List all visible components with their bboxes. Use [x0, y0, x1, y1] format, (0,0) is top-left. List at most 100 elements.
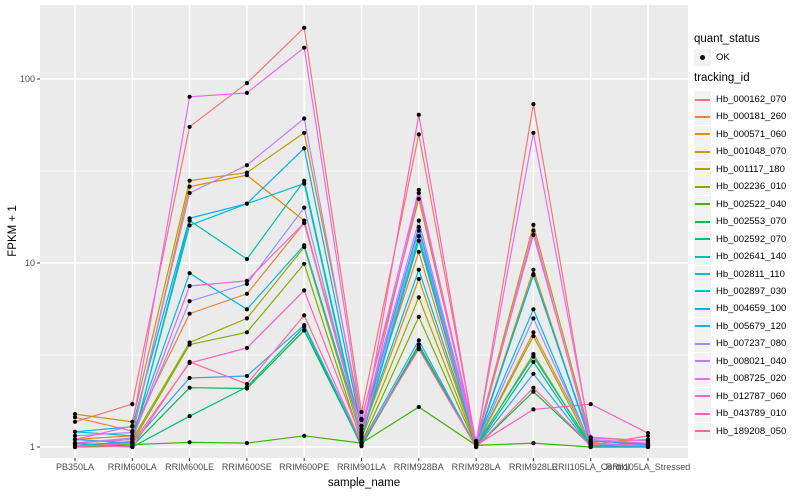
data-point	[187, 342, 192, 347]
data-point	[187, 223, 192, 228]
legend-item-label: Hb_005679_120	[716, 320, 787, 332]
data-point	[187, 271, 192, 276]
data-point	[416, 249, 421, 254]
data-point	[416, 132, 421, 137]
legend-key-line-icon	[695, 290, 710, 293]
data-point	[531, 385, 536, 390]
legend-key-box	[694, 422, 711, 440]
legend-item-Hb_002553_070: Hb_002553_070	[694, 213, 787, 231]
data-point	[531, 359, 536, 364]
data-point	[531, 222, 536, 227]
data-point	[130, 437, 135, 442]
legend-key-line-icon	[695, 395, 710, 398]
legend-key-line-icon	[695, 115, 710, 118]
legend-key-line-icon	[695, 238, 710, 241]
data-point	[302, 45, 307, 50]
x-tick-label-RRII105LA_Control: RRII105LA_Control	[552, 462, 630, 472]
data-point	[187, 359, 192, 364]
legend-key-line-icon	[695, 412, 710, 415]
legend-item-label: OK	[716, 52, 730, 63]
legend-item-label: Hb_002592_070	[716, 233, 787, 245]
legend-title-quant-status: quant_status	[694, 33, 760, 45]
y-tick-label: 100	[20, 74, 35, 84]
data-point	[244, 278, 249, 283]
data-point	[130, 441, 135, 446]
x-tick-label-RRII105LA_Stressed: RRII105LA_Stressed	[606, 462, 691, 472]
legend-key-box	[694, 160, 711, 178]
data-point	[416, 112, 421, 117]
data-point	[416, 338, 421, 343]
legend-item-label: Hb_002811_110	[716, 268, 785, 280]
data-point	[244, 330, 249, 335]
data-point	[588, 435, 593, 440]
legend-item-Hb_000162_070: Hb_000162_070	[694, 91, 786, 108]
data-point	[187, 283, 192, 289]
legend-key-box	[694, 213, 711, 231]
legend-key-box	[694, 125, 711, 143]
legend-item-label: Hb_001117_180	[716, 163, 785, 175]
legend-item-label: Hb_000571_060	[716, 128, 787, 140]
data-point	[645, 443, 651, 448]
data-point	[359, 437, 364, 442]
data-point	[416, 196, 421, 201]
legend-item-label: Hb_001048_070	[716, 146, 787, 158]
data-point	[130, 402, 135, 407]
data-point	[359, 427, 364, 432]
y-axis-title: FPKM + 1	[7, 205, 19, 257]
data-point	[416, 238, 421, 243]
legend-item-Hb_004659_100: Hb_004659_100	[694, 300, 786, 318]
data-point	[416, 276, 421, 281]
legend-key-line-icon	[695, 360, 710, 363]
legend-item-label: Hb_002553_070	[716, 216, 787, 228]
legend-key-box	[694, 195, 711, 213]
x-tick-label-RRIM600LA: RRIM600LA	[108, 462, 157, 472]
x-tick-label-RRIM928BA: RRIM928BA	[394, 462, 444, 472]
data-point	[645, 433, 651, 438]
data-point	[645, 438, 651, 443]
data-point	[187, 440, 192, 445]
legend-key-line-icon	[695, 325, 710, 328]
data-point	[531, 441, 536, 446]
legend-item-label: Hb_012787_060	[716, 390, 787, 402]
legend-item-Hb_012787_060: Hb_012787_060	[694, 387, 787, 405]
data-point	[244, 170, 249, 175]
data-point	[244, 163, 249, 168]
legend-item-label: Hb_002897_030	[716, 285, 787, 297]
legend-key-box	[694, 178, 711, 196]
legend-key-box	[694, 335, 711, 353]
legend-key-box	[694, 230, 711, 248]
legend-key-line-icon	[695, 273, 710, 275]
data-point	[244, 373, 249, 379]
data-point	[531, 102, 536, 107]
legend-item-ok: OK	[694, 49, 730, 66]
data-point	[359, 430, 364, 435]
data-point	[72, 443, 78, 448]
y-tick-label: 1	[30, 442, 35, 452]
point-marker-icon	[700, 55, 705, 60]
data-point	[187, 414, 192, 419]
data-point	[531, 354, 536, 359]
data-point	[244, 291, 249, 296]
data-point	[244, 201, 249, 206]
legend-key-line-icon	[695, 203, 710, 206]
data-point	[416, 228, 421, 233]
legend-key-box	[694, 248, 711, 266]
data-point	[416, 218, 421, 223]
data-point	[359, 441, 364, 446]
data-point	[531, 330, 536, 335]
legend-item-Hb_008021_040: Hb_008021_040	[694, 352, 786, 370]
legend-item-Hb_001048_070: Hb_001048_070	[694, 143, 787, 161]
data-point	[531, 316, 536, 321]
data-point	[302, 178, 307, 183]
legend-item-Hb_002641_140: Hb_002641_140	[694, 248, 786, 266]
legend-item-Hb_001117_180: Hb_001117_180	[694, 160, 785, 178]
data-point	[130, 419, 135, 424]
legend-key-line-icon	[695, 133, 710, 136]
data-point	[531, 407, 536, 412]
legend-key-box	[694, 317, 711, 335]
data-point	[588, 402, 593, 407]
legend-key-box	[694, 370, 711, 388]
legend-item-Hb_002592_070: Hb_002592_070	[694, 230, 787, 248]
data-point	[474, 444, 479, 450]
data-point	[72, 437, 78, 442]
